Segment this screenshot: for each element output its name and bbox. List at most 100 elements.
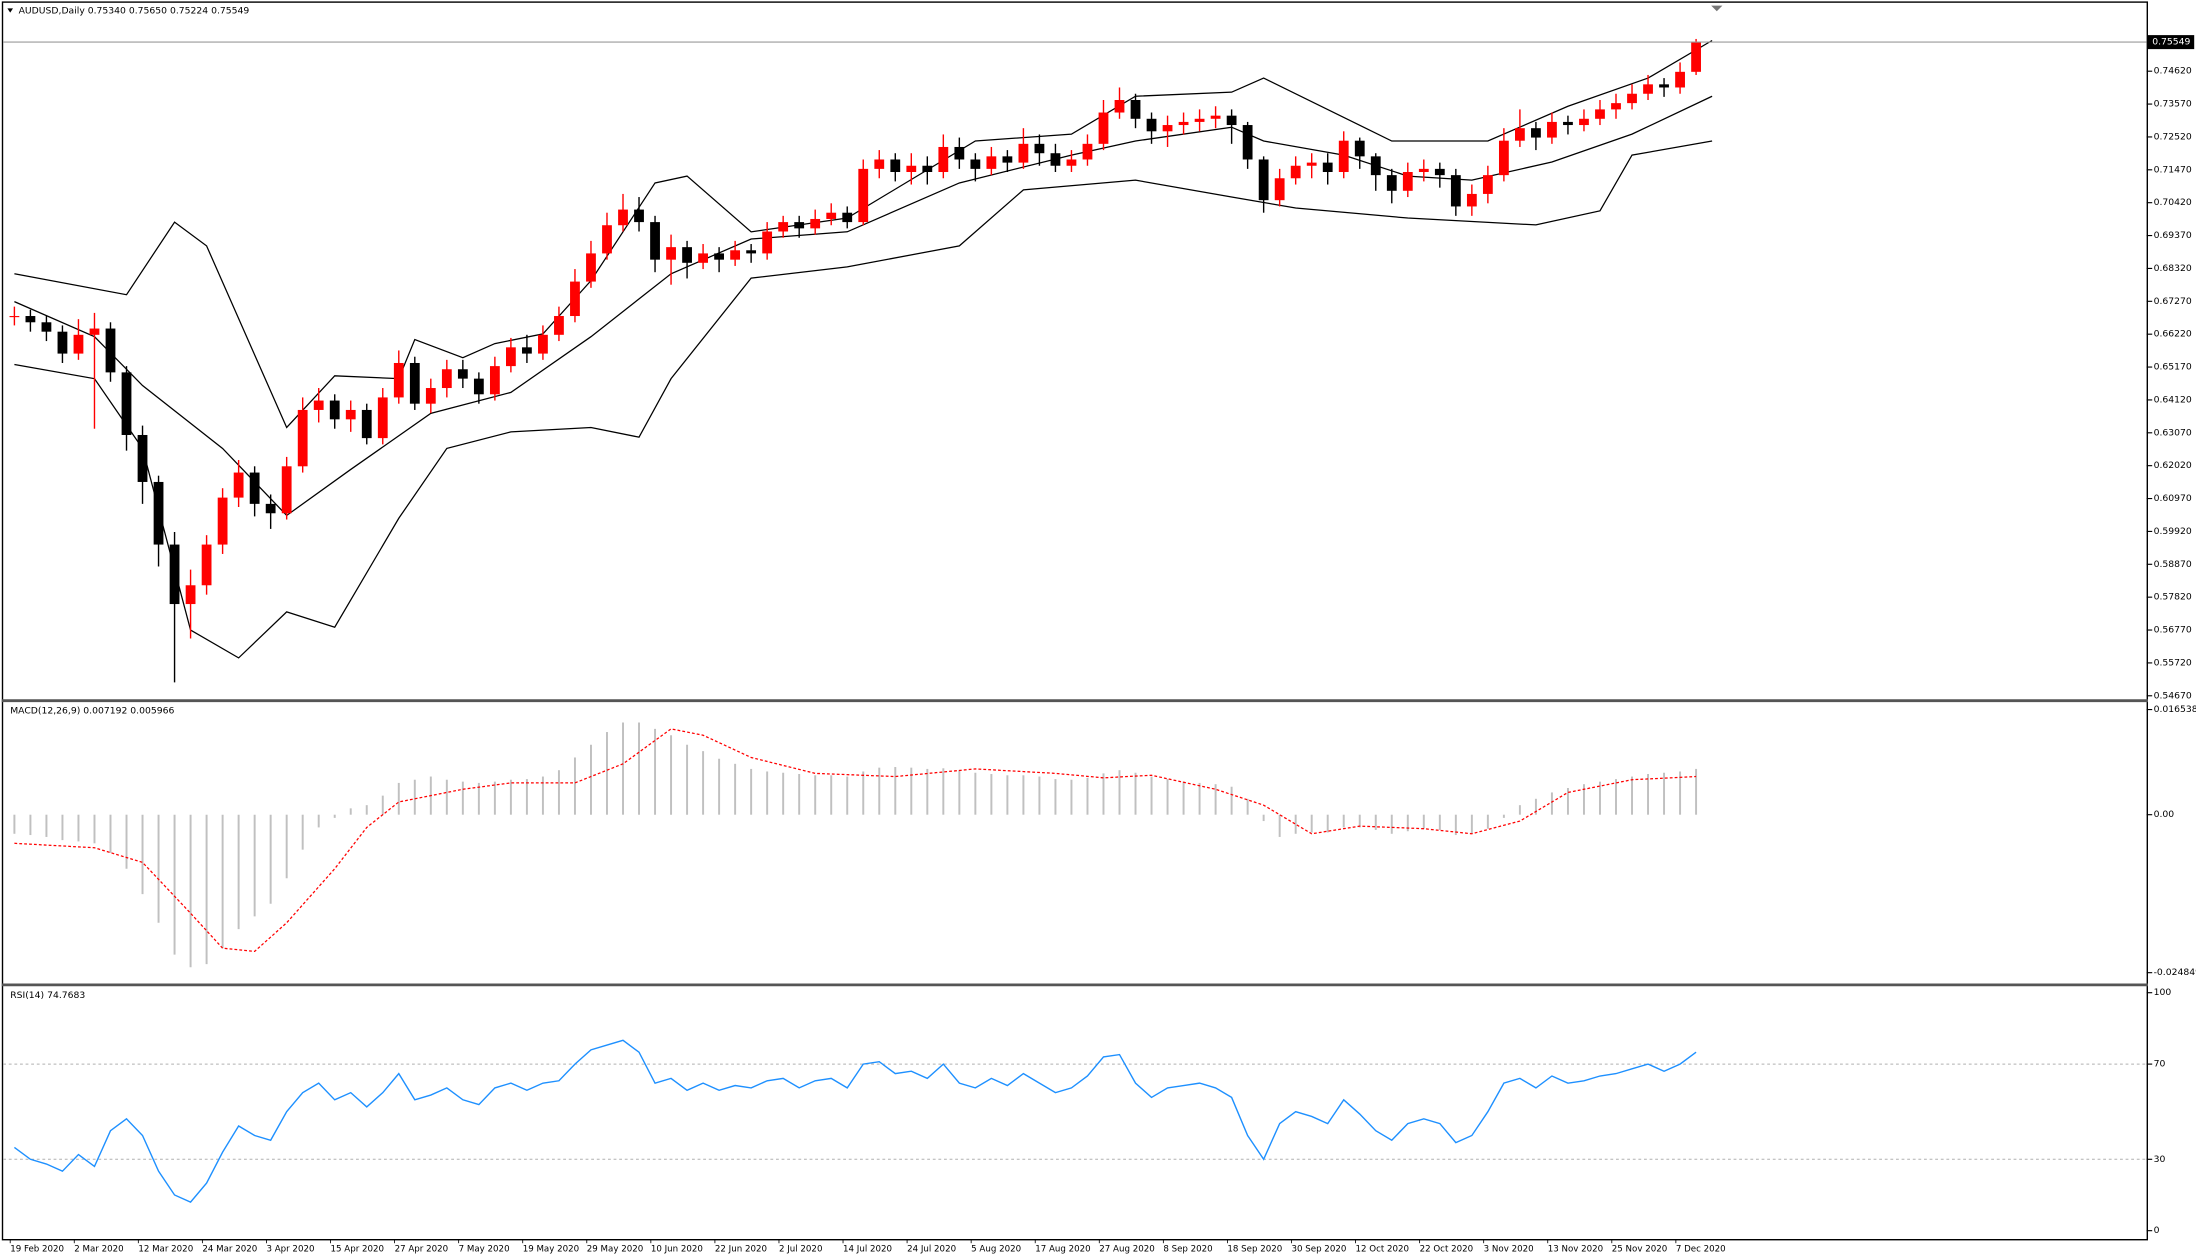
candle-body bbox=[1098, 112, 1109, 144]
x-tick-label: 10 Jun 2020 bbox=[651, 1244, 703, 1254]
candle-body bbox=[313, 400, 324, 410]
x-tick-label: 7 May 2020 bbox=[459, 1244, 510, 1254]
candle-body bbox=[137, 434, 148, 482]
candle-body bbox=[826, 212, 837, 219]
candle-body bbox=[1434, 168, 1445, 176]
x-tick-label: 19 Feb 2020 bbox=[10, 1244, 64, 1254]
y-tick-label: 0.71470 bbox=[2154, 164, 2192, 175]
candle-body bbox=[1274, 178, 1285, 201]
candle-body bbox=[714, 253, 725, 260]
y-tick-label: 0.62020 bbox=[2154, 460, 2192, 471]
y-tick-label: 0.65170 bbox=[2154, 362, 2192, 373]
x-tick-label: 19 May 2020 bbox=[523, 1244, 579, 1254]
candle-body bbox=[1162, 125, 1173, 132]
y-tick-label: 0.00 bbox=[2154, 809, 2175, 820]
candle-body bbox=[1258, 159, 1269, 201]
candle-body bbox=[377, 397, 388, 439]
candle-body bbox=[650, 222, 660, 260]
candle-body bbox=[329, 400, 340, 420]
y-tick-label: 0.70420 bbox=[2154, 197, 2192, 208]
candle-body bbox=[1290, 165, 1301, 179]
candle-body bbox=[586, 253, 596, 282]
y-tick-label: 0.59920 bbox=[2154, 526, 2192, 537]
x-tick-label: 18 Sep 2020 bbox=[1227, 1244, 1282, 1254]
candle-body bbox=[938, 146, 949, 173]
candle-body bbox=[57, 331, 68, 354]
y-tick-label: 0.66220 bbox=[2154, 329, 2192, 340]
candle-body bbox=[489, 366, 500, 395]
last-price-label: 0.75549 bbox=[2152, 37, 2190, 48]
menu-arrow[interactable] bbox=[7, 8, 13, 13]
candle-body bbox=[153, 481, 164, 545]
candle-body bbox=[986, 156, 997, 169]
candle-body bbox=[1627, 93, 1637, 104]
macd-title: MACD(12,26,9) 0.007192 0.005966 bbox=[10, 706, 174, 717]
candle-body bbox=[842, 212, 853, 223]
candle-body bbox=[922, 165, 933, 173]
candle-body bbox=[1354, 140, 1365, 157]
candle-body bbox=[233, 472, 244, 498]
candle-body bbox=[1114, 100, 1125, 113]
candle-body bbox=[890, 159, 901, 173]
x-tick-label: 30 Sep 2020 bbox=[1291, 1244, 1346, 1254]
candle-body bbox=[1338, 140, 1349, 173]
x-tick-label: 17 Aug 2020 bbox=[1035, 1244, 1090, 1254]
bollinger-band bbox=[14, 95, 1713, 517]
candle-body bbox=[1386, 175, 1397, 191]
y-tick-label: 100 bbox=[2154, 987, 2172, 998]
y-tick-label: -0.024849 bbox=[2154, 967, 2196, 978]
x-tick-label: 12 Oct 2020 bbox=[1356, 1244, 1410, 1254]
candle-body bbox=[281, 466, 292, 514]
candle-body bbox=[1146, 118, 1157, 132]
shift-marker[interactable] bbox=[1711, 5, 1723, 12]
candle-body bbox=[666, 247, 676, 260]
candle-body bbox=[1466, 193, 1477, 207]
candle-body bbox=[1226, 115, 1237, 126]
candle-body bbox=[1322, 162, 1333, 173]
y-tick-label: 0.73570 bbox=[2154, 99, 2192, 110]
candle-body bbox=[554, 316, 564, 335]
candle-body bbox=[105, 328, 116, 373]
candle-body bbox=[457, 369, 468, 379]
y-tick-label: 0.74620 bbox=[2154, 66, 2192, 77]
candle-body bbox=[858, 168, 869, 223]
y-tick-label: 0.67270 bbox=[2154, 296, 2192, 307]
candle-body bbox=[473, 378, 484, 395]
candle-body bbox=[1242, 125, 1253, 160]
candle-body bbox=[1066, 159, 1077, 166]
candle-body bbox=[41, 322, 52, 332]
y-tick-label: 0.63070 bbox=[2154, 427, 2192, 438]
candle-body bbox=[121, 372, 132, 435]
x-tick-label: 27 Apr 2020 bbox=[395, 1244, 449, 1254]
x-tick-label: 12 Mar 2020 bbox=[138, 1244, 193, 1254]
signal-line bbox=[14, 728, 1697, 953]
candle-body bbox=[1450, 175, 1461, 207]
rsi-title: RSI(14) 74.7683 bbox=[10, 990, 85, 1001]
candle-body bbox=[1370, 156, 1381, 176]
x-tick-label: 25 Nov 2020 bbox=[1612, 1244, 1667, 1254]
candle-body bbox=[249, 472, 260, 504]
candle-body bbox=[570, 281, 580, 317]
x-tick-label: 13 Nov 2020 bbox=[1548, 1244, 1603, 1254]
candle-body bbox=[1178, 121, 1189, 126]
candle-body bbox=[682, 247, 692, 263]
candle-body bbox=[1531, 128, 1541, 138]
candle-body bbox=[1643, 84, 1653, 94]
candle-body bbox=[169, 544, 180, 605]
candle-body bbox=[746, 250, 757, 254]
candle-body bbox=[73, 334, 84, 354]
candle-body bbox=[954, 146, 965, 160]
candle-body bbox=[970, 159, 981, 169]
candle-body bbox=[1659, 84, 1669, 88]
candle-body bbox=[505, 347, 516, 367]
candle-body bbox=[297, 409, 308, 467]
x-tick-label: 14 Jul 2020 bbox=[843, 1244, 892, 1254]
candle-body bbox=[409, 362, 420, 404]
y-tick-label: 0.016538 bbox=[2154, 704, 2196, 715]
candle-body bbox=[1418, 168, 1429, 173]
x-tick-label: 3 Apr 2020 bbox=[266, 1244, 314, 1254]
bollinger-band bbox=[14, 39, 1713, 429]
x-tick-label: 29 May 2020 bbox=[587, 1244, 643, 1254]
